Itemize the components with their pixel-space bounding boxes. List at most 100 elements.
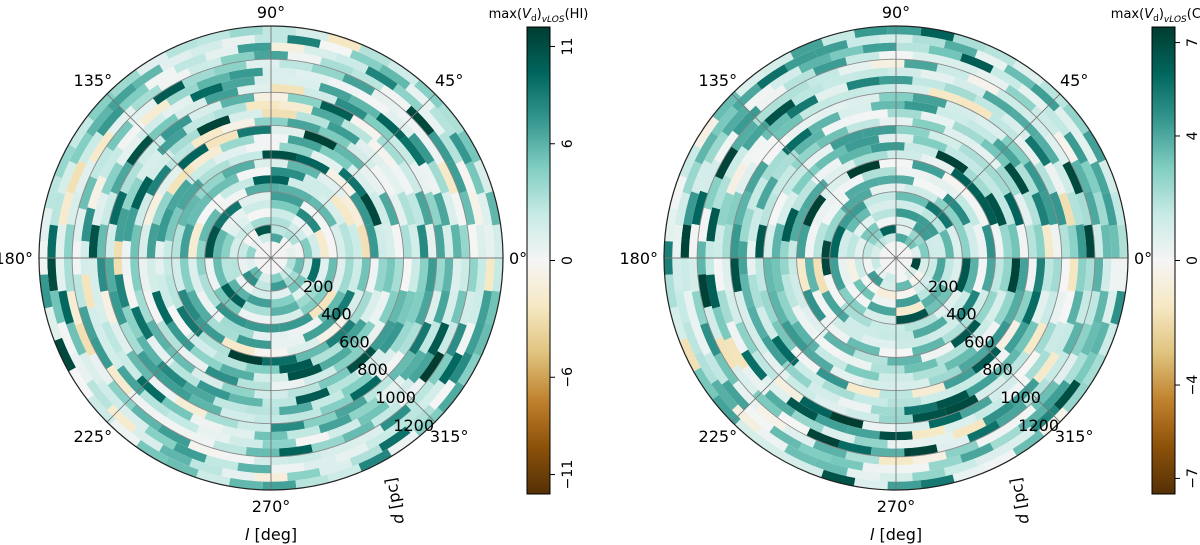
heatmap-cell — [741, 349, 768, 381]
heatmap-cell — [992, 348, 1022, 378]
heatmap-cell — [1098, 322, 1119, 357]
heatmap-cell — [974, 374, 1007, 402]
heatmap-cell — [943, 458, 978, 477]
heatmap-cell — [398, 160, 423, 194]
heatmap-cell — [318, 413, 353, 434]
heatmap-cell — [910, 258, 921, 271]
heatmap-cell — [896, 125, 931, 138]
heatmap-cell — [338, 167, 367, 198]
heatmap-cell — [229, 258, 243, 279]
heatmap-cell — [349, 290, 373, 325]
heatmap-cell — [459, 190, 476, 226]
heatmap-cell — [237, 420, 271, 432]
heatmap-cell — [75, 322, 97, 357]
heatmap-cell — [286, 336, 321, 356]
heatmap-cell — [405, 105, 435, 136]
heatmap-cell — [1007, 222, 1021, 258]
heatmap-cell — [396, 108, 426, 139]
heatmap-cell — [980, 348, 1011, 378]
heatmap-cell — [1021, 290, 1042, 325]
heatmap-cell — [730, 258, 743, 293]
heatmap-cell — [752, 98, 783, 127]
heatmap-cell — [1093, 191, 1109, 226]
heatmap-cell — [761, 134, 791, 166]
heatmap-cell — [761, 375, 792, 404]
heatmap-cell — [896, 272, 909, 283]
heatmap-cell — [971, 142, 1002, 171]
heatmap-cell — [327, 33, 362, 53]
heatmap-cell — [306, 233, 321, 258]
heatmap-cell — [338, 318, 367, 349]
heatmap-cell — [271, 191, 305, 208]
heatmap-cell — [287, 34, 321, 48]
heatmap-cell — [840, 301, 873, 328]
heatmap-cell — [349, 114, 382, 142]
heatmap-cell — [237, 258, 250, 275]
heatmap-cell — [920, 474, 955, 489]
heatmap-cell — [107, 404, 137, 433]
x-axis-label: l [deg] — [245, 525, 297, 544]
heatmap-cell — [862, 258, 875, 275]
radial-tick-label: 800 — [982, 360, 1013, 379]
heatmap-cell — [756, 64, 789, 90]
heatmap-cell — [761, 439, 794, 465]
heatmap-cell — [1058, 258, 1070, 292]
heatmap-cell — [204, 258, 221, 292]
heatmap-cell — [368, 190, 391, 226]
heatmap-cell — [88, 258, 100, 292]
heatmap-cell — [1067, 258, 1079, 292]
heatmap-cell — [370, 88, 403, 115]
heatmap-cell — [308, 196, 338, 228]
heatmap-cell — [58, 290, 74, 325]
heatmap-cell — [437, 161, 459, 195]
heatmap-cell — [399, 258, 412, 292]
heatmap-cell — [734, 419, 766, 447]
heatmap-cell — [807, 111, 841, 135]
heatmap-cell — [862, 308, 896, 325]
heatmap-cell — [771, 258, 785, 294]
heatmap-cell — [761, 350, 791, 382]
heatmap-cell — [355, 138, 386, 168]
heatmap-cell — [1030, 404, 1060, 433]
heatmap-cell — [450, 290, 467, 325]
heatmap-cell — [206, 316, 240, 343]
heatmap-cell — [739, 207, 755, 242]
heatmap-cell — [295, 474, 330, 489]
heatmap-cell — [815, 126, 849, 149]
heatmap-cell — [318, 39, 353, 58]
heatmap-cell — [734, 69, 766, 97]
heatmap-cell — [735, 321, 759, 355]
heatmap-cell — [198, 273, 222, 308]
heatmap-cell — [168, 128, 201, 156]
heatmap-cell — [437, 321, 459, 355]
heatmap-cell — [910, 245, 921, 258]
heatmap-cell — [896, 308, 930, 325]
heatmap-cell — [682, 321, 702, 356]
heatmap-cell — [1117, 224, 1128, 258]
heatmap-cell — [212, 60, 247, 76]
heatmap-cell — [114, 207, 130, 242]
heatmap-cell — [186, 193, 213, 227]
heatmap-cell — [1052, 130, 1079, 164]
heatmap-cell — [196, 379, 231, 401]
heatmap-cell — [179, 223, 195, 258]
heatmap-cell — [883, 272, 896, 283]
heatmap-cell — [763, 223, 776, 258]
heatmap-cell — [993, 190, 1016, 226]
heatmap-cell — [1062, 161, 1084, 195]
heatmap-cell — [338, 258, 354, 294]
heatmap-cell — [1003, 191, 1025, 226]
heatmap-cell — [691, 290, 708, 326]
heatmap-cell — [157, 68, 192, 92]
heatmap-cell — [384, 109, 415, 139]
heatmap-cell — [990, 258, 1004, 293]
heatmap-cell — [47, 258, 58, 292]
heatmap-cell — [139, 389, 171, 418]
heatmap-cell — [697, 274, 712, 309]
heatmap-cell — [476, 192, 493, 226]
heatmap-cell — [971, 320, 1001, 352]
heatmap-cell — [943, 413, 978, 434]
heatmap-cell — [814, 458, 849, 477]
heatmap-cell — [442, 224, 454, 258]
heatmap-cell — [944, 345, 978, 372]
